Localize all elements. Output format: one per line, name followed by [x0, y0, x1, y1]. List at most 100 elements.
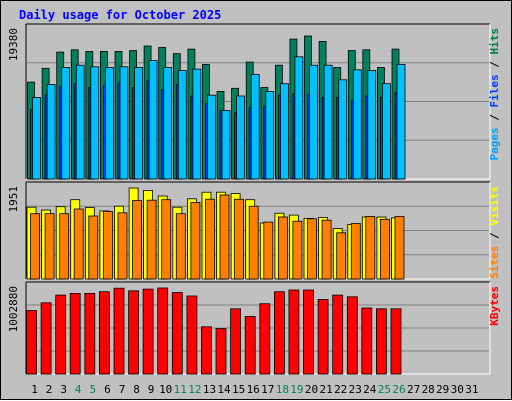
- kbytes-bar: [84, 292, 96, 375]
- x-tick-label: 1: [31, 383, 38, 396]
- kbytes-bar: [142, 288, 154, 375]
- x-tick-label: 27: [407, 383, 420, 396]
- kbytes-bar: [99, 291, 110, 375]
- sites-bar: [103, 210, 113, 280]
- pages-bar: [323, 64, 333, 180]
- x-tick-label: 28: [422, 383, 435, 396]
- sites-bar: [263, 221, 274, 280]
- pages-bar: [309, 64, 318, 180]
- x-tick-label: 13: [203, 383, 216, 396]
- sites-bar: [292, 220, 303, 280]
- x-tick-label: 15: [232, 383, 245, 396]
- sites-bar: [205, 198, 215, 280]
- legend-entry: KBytes: [488, 286, 501, 326]
- sites-bar: [44, 213, 55, 280]
- kbytes-bar: [375, 308, 387, 375]
- kbytes-bar: [244, 316, 256, 375]
- pages-bar: [221, 110, 231, 180]
- kbytes-bar: [69, 292, 81, 375]
- x-tick-label: 26: [392, 383, 405, 396]
- pages-bar: [177, 70, 187, 180]
- pages-bar: [148, 60, 158, 180]
- kbytes-bar: [390, 308, 402, 375]
- sites-bar: [365, 216, 376, 280]
- kbytes-bar: [346, 296, 358, 375]
- legend-entry: /: [488, 108, 501, 128]
- pages-bar: [46, 84, 56, 180]
- legend-entry: Hits: [488, 28, 501, 55]
- pages-bar: [396, 64, 406, 180]
- sites-bar: [277, 216, 288, 280]
- legend-entry: /: [488, 55, 501, 75]
- sites-bar: [59, 213, 70, 280]
- sites-bar: [132, 200, 143, 280]
- series-legend: Sites / Visits: [488, 186, 501, 279]
- x-tick-label: 23: [349, 383, 362, 396]
- kbytes-bar: [26, 310, 37, 375]
- pages-bar: [279, 83, 289, 180]
- x-tick-label: 9: [148, 383, 155, 396]
- pages-bar: [61, 67, 71, 180]
- pages-bar: [32, 97, 41, 180]
- x-tick-label: 22: [334, 383, 347, 396]
- pages-bar: [134, 67, 144, 180]
- kbytes-bar: [40, 302, 52, 375]
- kbytes-bar: [303, 289, 314, 375]
- pages-bar: [352, 69, 362, 180]
- kbytes-bar: [171, 292, 183, 375]
- x-tick-label: 21: [319, 383, 332, 396]
- pages-bar: [294, 56, 304, 180]
- x-tick-label: 14: [217, 383, 231, 396]
- x-tick-label: 2: [46, 383, 53, 396]
- x-tick-label: 16: [247, 383, 260, 396]
- kbytes-bar: [230, 308, 242, 375]
- x-tick-label: 8: [133, 383, 140, 396]
- kbytes-bar: [317, 298, 329, 375]
- legend-entry: Visits: [488, 186, 501, 226]
- x-tick-label: 6: [104, 383, 111, 396]
- kbytes-bar: [201, 326, 212, 375]
- x-tick-label: 4: [75, 383, 82, 396]
- kbytes-bar: [332, 294, 344, 375]
- chart-title: Daily usage for October 2025: [19, 8, 221, 22]
- sites-bar: [88, 215, 99, 280]
- pages-bar: [119, 66, 129, 180]
- kbytes-bar: [55, 294, 67, 375]
- pages-bar: [367, 70, 377, 180]
- x-tick-label: 10: [159, 383, 172, 396]
- sites-bar: [73, 208, 84, 280]
- x-tick-label: 17: [261, 383, 274, 396]
- kbytes-bar: [157, 287, 169, 375]
- sites-bar: [146, 199, 157, 280]
- x-tick-label: 12: [188, 383, 201, 396]
- legend-entry: /: [488, 226, 501, 246]
- sites-bar: [321, 219, 332, 280]
- pages-bar: [75, 64, 85, 180]
- series-legend: Pages / Files / Hits: [488, 28, 501, 161]
- kbytes-bar: [259, 303, 271, 375]
- legend-entry: Sites: [488, 246, 501, 279]
- pages-bar: [192, 68, 202, 180]
- kbytes-bar: [288, 289, 300, 375]
- sites-bar: [394, 216, 405, 280]
- legend-entry: Files: [488, 74, 501, 107]
- y-max-label: 1951: [7, 186, 20, 213]
- sites-bar: [350, 223, 361, 280]
- sites-bar: [234, 198, 245, 280]
- hits-files-pages-panel: 19380 Pages / Files / Hits: [7, 23, 501, 180]
- sites-bar: [190, 202, 201, 280]
- legend-entry: Pages: [488, 127, 501, 160]
- y-max-label: 19380: [7, 28, 20, 61]
- pages-bar: [236, 95, 246, 180]
- x-tick-label: 7: [119, 383, 126, 396]
- x-tick-label: 3: [60, 383, 67, 396]
- visits-sites-panel: 1951 Sites / Visits: [7, 181, 501, 280]
- kbytes-bar: [273, 291, 285, 375]
- pages-bar: [90, 66, 100, 180]
- pages-bar: [163, 67, 173, 180]
- pages-bar: [338, 79, 348, 180]
- x-tick-label: 11: [174, 383, 187, 396]
- x-tick-label: 20: [305, 383, 318, 396]
- kbytes-panel: 1002880 KBytes: [7, 281, 501, 375]
